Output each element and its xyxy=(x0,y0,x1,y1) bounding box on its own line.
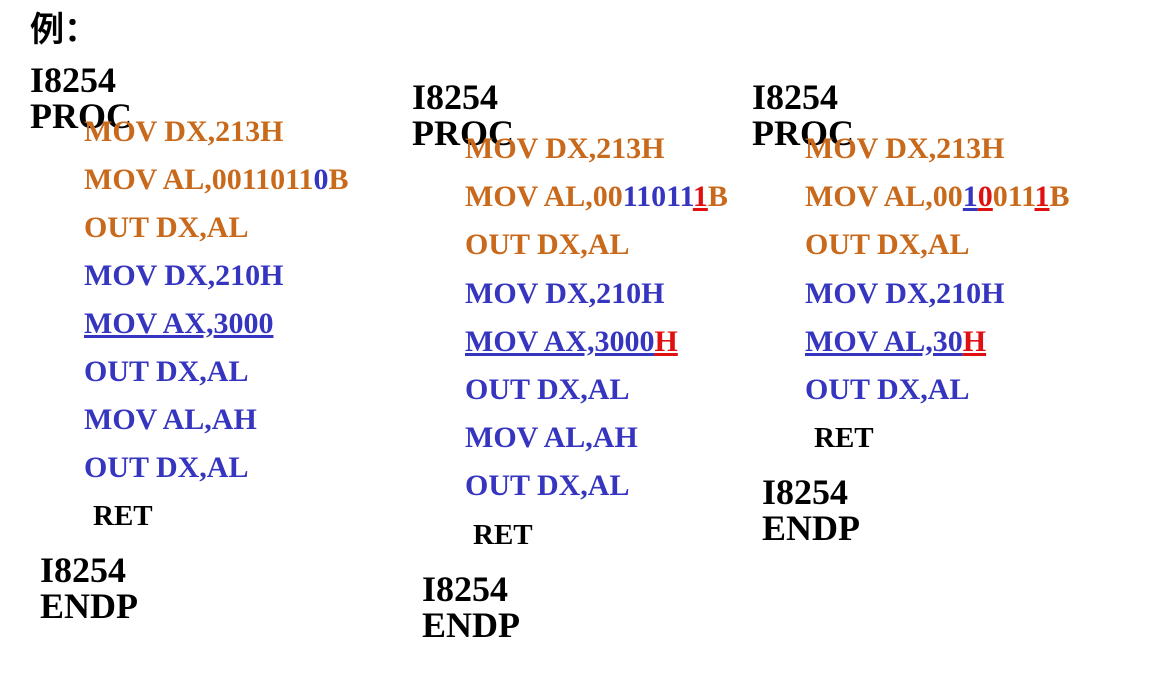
code-line: MOV AL,30H xyxy=(805,324,987,358)
code-segment: MOV DX,213H xyxy=(805,132,1005,165)
proc-header: I8254 PROC xyxy=(30,60,132,136)
code-segment: 11011 xyxy=(622,180,693,214)
page-heading: 例： xyxy=(30,12,98,49)
code-line: OUT DX,AL xyxy=(805,374,969,406)
code-segment: OUT DX,AL xyxy=(805,373,970,406)
code-segment: MOV AL,30 xyxy=(805,324,963,358)
code-segment: MOV AL, xyxy=(84,163,212,196)
proc-footer: I8254 ENDP xyxy=(762,472,860,549)
code-segment: MOV DX,213H xyxy=(465,132,665,165)
code-segment: MOV DX,210H xyxy=(465,276,665,310)
code-segment: MOV DX,213H xyxy=(84,115,284,148)
proc-header: I8254 PROC xyxy=(412,77,514,153)
code-segment: B xyxy=(1049,180,1070,214)
code-line: MOV DX,213H xyxy=(84,116,283,148)
proc-header: I8254 PROC xyxy=(752,77,854,153)
code-line: MOV DX,210H xyxy=(84,260,283,292)
code-segment: B xyxy=(328,163,349,196)
code-segment: OUT DX,AL xyxy=(465,469,630,503)
code-segment: OUT DX,AL xyxy=(84,355,249,388)
code-line: MOV DX,210H xyxy=(465,276,665,310)
code-line: OUT DX,AL xyxy=(465,374,629,406)
code-segment: MOV AL,AH xyxy=(465,421,638,455)
code-line: MOV DX,213H xyxy=(805,133,1004,165)
code-line: OUT DX,AL xyxy=(465,229,629,261)
code-segment: MOV AL,00 xyxy=(465,180,623,214)
code-line: MOV AL,00110111B xyxy=(465,181,728,213)
code-segment: OUT DX,AL xyxy=(84,211,249,244)
code-segment: B xyxy=(707,180,728,214)
code-segment: MOV AX,3000 xyxy=(84,307,274,340)
code-segment: MOV AX,3000 xyxy=(465,324,655,358)
ret-instruction: RET xyxy=(814,422,874,455)
code-segment: 1 xyxy=(692,180,708,214)
code-line: MOV AL,00100111B xyxy=(805,181,1070,213)
code-segment: 1 xyxy=(1034,180,1050,214)
code-line: OUT DX,AL xyxy=(84,356,248,388)
code-segment: 0011011 xyxy=(211,163,314,196)
code-segment: MOV AL,AH xyxy=(84,403,257,436)
code-line: OUT DX,AL xyxy=(84,452,248,484)
code-segment: OUT DX,AL xyxy=(465,373,630,406)
code-segment: 011 xyxy=(992,180,1035,214)
proc-footer: I8254 ENDP xyxy=(40,550,138,626)
code-segment: OUT DX,AL xyxy=(805,228,970,262)
code-line: MOV AL,AH xyxy=(84,404,257,436)
code-segment: MOV DX,210H xyxy=(84,259,284,292)
code-line: MOV AX,3000 xyxy=(84,308,273,340)
code-segment: MOV DX,210H xyxy=(805,276,1005,310)
code-segment: H xyxy=(962,324,987,358)
code-line: OUT DX,AL xyxy=(84,212,248,244)
code-line: OUT DX,AL xyxy=(465,470,629,502)
proc-footer: I8254 ENDP xyxy=(422,568,520,645)
code-segment: 1 xyxy=(962,180,978,214)
code-line: MOV AX,3000H xyxy=(465,324,678,358)
code-segment: 0 xyxy=(313,163,329,196)
code-line: OUT DX,AL xyxy=(805,229,969,261)
code-line: MOV DX,213H xyxy=(465,133,664,165)
ret-instruction: RET xyxy=(93,500,153,532)
code-segment: OUT DX,AL xyxy=(465,228,630,262)
code-segment: MOV AL,00 xyxy=(805,180,963,214)
ret-instruction: RET xyxy=(473,518,533,551)
code-segment: 0 xyxy=(977,180,993,214)
code-segment: H xyxy=(654,324,678,358)
code-line: MOV AL,00110110B xyxy=(84,164,349,196)
code-line: MOV DX,210H xyxy=(805,276,1005,310)
code-segment: OUT DX,AL xyxy=(84,451,249,484)
code-line: MOV AL,AH xyxy=(465,422,638,454)
